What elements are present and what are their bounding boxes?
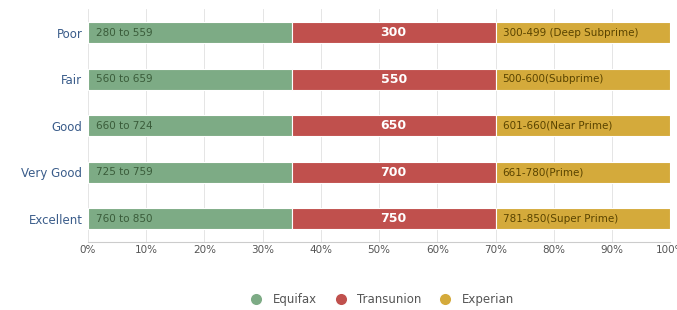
Text: 661-780(Prime): 661-780(Prime) <box>502 167 584 177</box>
Bar <box>292 208 496 229</box>
Bar <box>292 115 496 136</box>
Text: 760 to 850: 760 to 850 <box>96 214 152 224</box>
Bar <box>496 22 670 43</box>
Bar <box>292 22 496 43</box>
Text: 750: 750 <box>380 212 407 225</box>
Bar <box>496 208 670 229</box>
Text: 660 to 724: 660 to 724 <box>96 121 153 131</box>
Text: 601-660(Near Prime): 601-660(Near Prime) <box>502 121 612 131</box>
Text: 650: 650 <box>380 119 407 132</box>
Bar <box>88 162 292 183</box>
Bar <box>292 69 496 90</box>
Text: 300-499 (Deep Subprime): 300-499 (Deep Subprime) <box>502 28 638 38</box>
Text: 781-850(Super Prime): 781-850(Super Prime) <box>502 214 618 224</box>
Bar <box>88 22 292 43</box>
Bar <box>292 162 496 183</box>
Text: 560 to 659: 560 to 659 <box>96 74 153 84</box>
Text: 300: 300 <box>380 26 407 39</box>
Bar <box>88 69 292 90</box>
Bar <box>88 115 292 136</box>
Bar <box>88 208 292 229</box>
Text: 550: 550 <box>380 73 407 86</box>
Text: 700: 700 <box>380 166 407 179</box>
Text: 725 to 759: 725 to 759 <box>96 167 153 177</box>
Text: 280 to 559: 280 to 559 <box>96 28 153 38</box>
Legend: Equifax, Transunion, Experian: Equifax, Transunion, Experian <box>240 288 519 310</box>
Bar <box>496 115 670 136</box>
Bar <box>496 162 670 183</box>
Text: 500-600(Subprime): 500-600(Subprime) <box>502 74 604 84</box>
Bar <box>496 69 670 90</box>
